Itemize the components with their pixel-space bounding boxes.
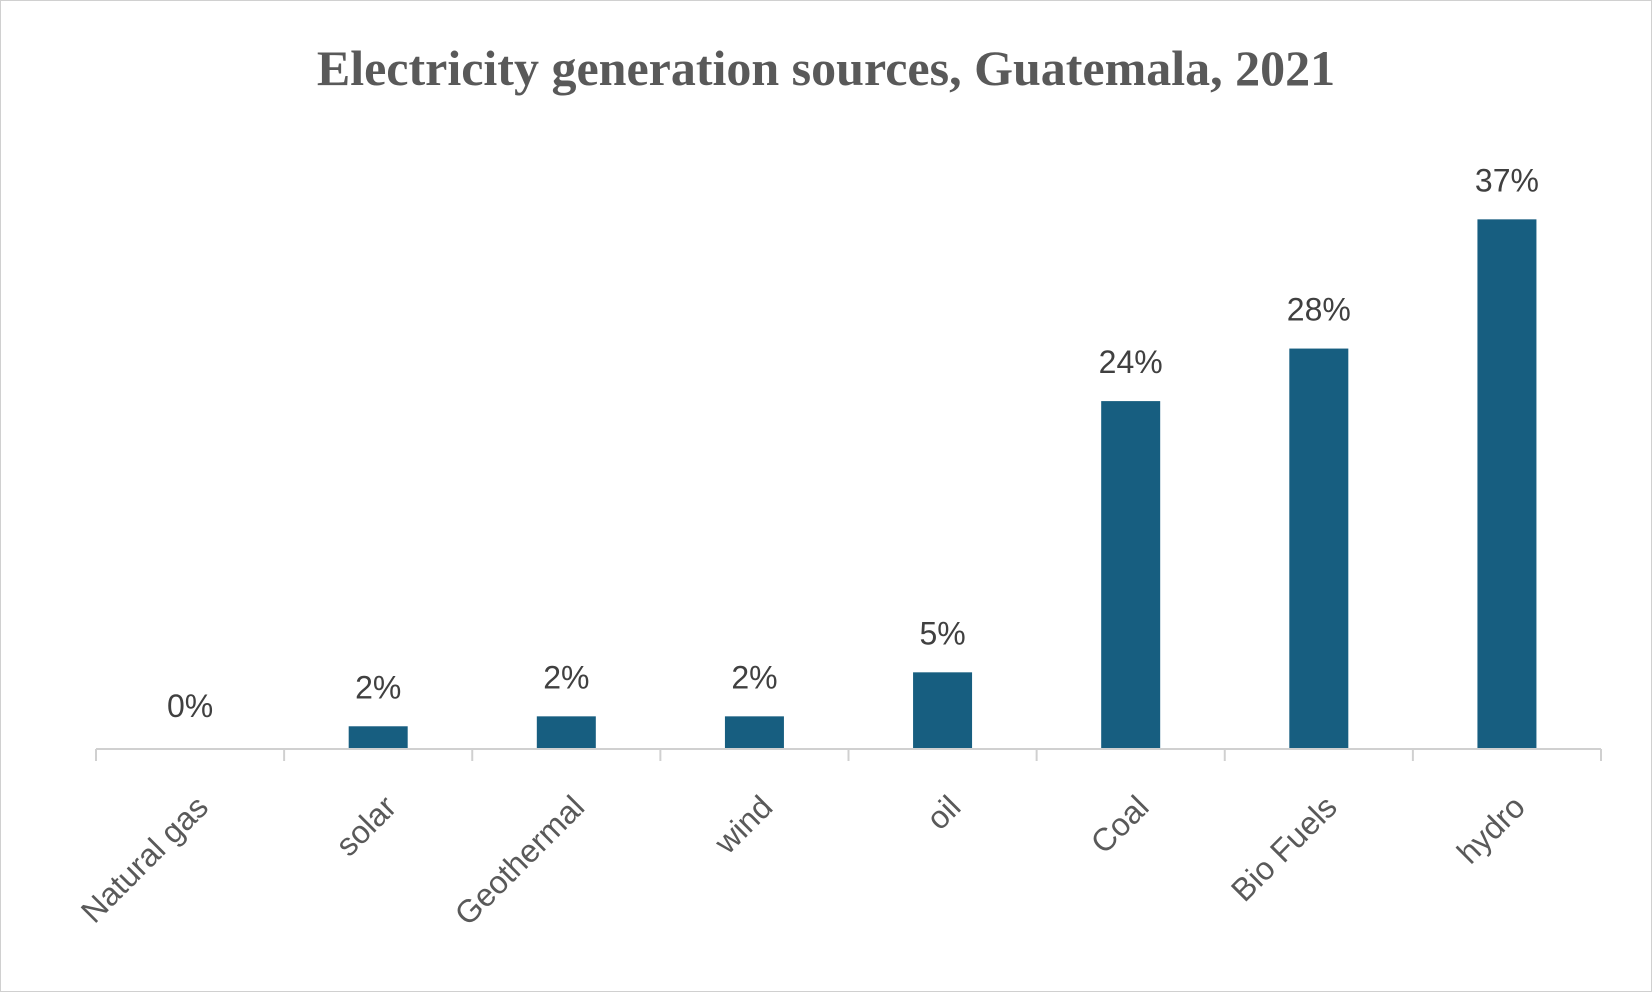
x-tick-label: hydro	[1450, 788, 1532, 870]
bars-layer	[348, 219, 1537, 750]
data-label: 0%	[167, 688, 213, 724]
data-label: 2%	[355, 669, 401, 705]
x-tick-label: Natural gas	[74, 788, 215, 929]
data-label: 24%	[1099, 344, 1163, 380]
bar	[913, 672, 973, 749]
data-label: 2%	[731, 659, 777, 695]
bar	[1101, 401, 1161, 749]
bar	[348, 726, 408, 749]
x-tick-label: Bio Fuels	[1224, 788, 1344, 908]
bar	[1289, 348, 1349, 749]
x-axis	[95, 748, 1602, 761]
bar	[724, 716, 784, 749]
x-tick-label: Geothermal	[448, 788, 592, 932]
x-tick-labels: Natural gas solar Geothermal wind oil Coal Bio…	[74, 788, 1532, 932]
bar	[1477, 219, 1537, 750]
bar	[536, 716, 596, 749]
data-labels-layer: 0% 2% 2% 2% 5% 24% 28% 37%	[167, 162, 1539, 724]
data-label: 5%	[919, 615, 965, 651]
x-tick-label: solar	[329, 788, 404, 863]
data-label: 2%	[543, 659, 589, 695]
x-tick-label: wind	[707, 788, 780, 861]
chart-title: Electricity generation sources, Guatemal…	[316, 40, 1336, 96]
x-tick-label: oil	[919, 788, 967, 836]
data-label: 37%	[1475, 162, 1539, 198]
x-tick-label: Coal	[1084, 788, 1156, 860]
data-label: 28%	[1287, 292, 1351, 328]
